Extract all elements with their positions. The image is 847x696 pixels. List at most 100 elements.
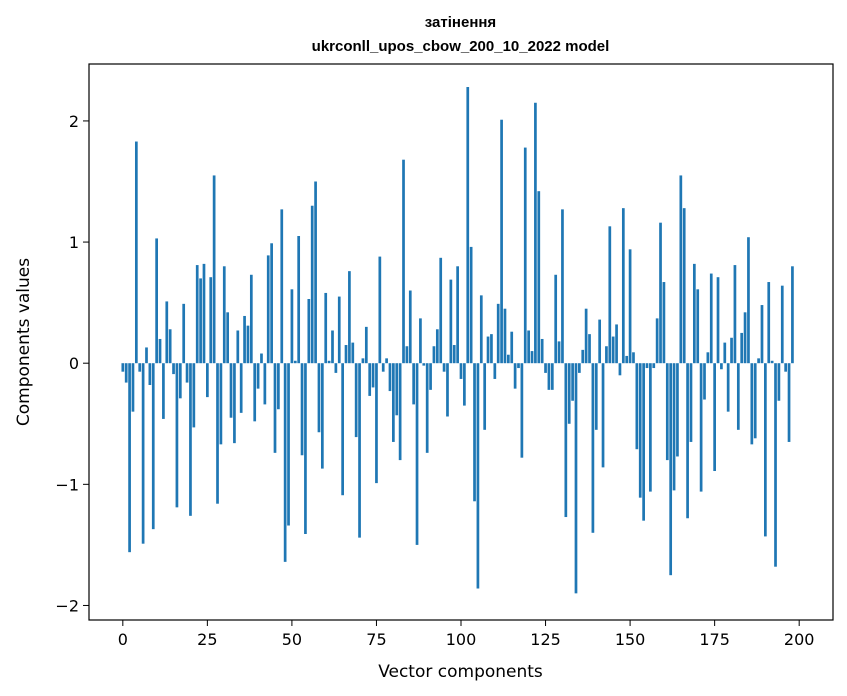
bar xyxy=(750,363,754,445)
bar xyxy=(446,363,449,417)
bar xyxy=(449,279,453,364)
bar xyxy=(151,363,155,530)
bar xyxy=(212,175,216,364)
bar xyxy=(692,263,696,364)
bar xyxy=(158,338,162,364)
bar xyxy=(327,360,331,364)
bar xyxy=(243,315,246,364)
bar xyxy=(757,358,760,364)
bar xyxy=(642,363,645,521)
bar xyxy=(249,274,253,364)
bar xyxy=(571,363,574,401)
bar xyxy=(483,363,487,430)
bar xyxy=(760,305,764,364)
bar xyxy=(141,363,145,544)
bar xyxy=(178,363,182,399)
bar xyxy=(293,360,297,364)
bar xyxy=(405,346,409,364)
bar xyxy=(452,345,456,364)
bar xyxy=(354,363,358,438)
bar xyxy=(466,87,470,364)
y-tick-label: 2 xyxy=(69,112,79,131)
bar xyxy=(209,277,213,364)
bar xyxy=(574,363,578,594)
bar xyxy=(148,363,152,385)
bar xyxy=(733,265,737,364)
bar xyxy=(398,363,402,461)
x-tick-label: 100 xyxy=(446,630,477,649)
bar xyxy=(310,205,314,364)
bar xyxy=(337,296,341,364)
y-axis-ticks: −2 −1 0 1 2 xyxy=(55,112,89,615)
bar xyxy=(567,363,571,424)
bar xyxy=(584,308,588,364)
bar xyxy=(341,363,344,496)
bar xyxy=(615,324,618,364)
bar xyxy=(324,292,328,364)
bar xyxy=(473,363,476,502)
y-tick-label: −2 xyxy=(55,596,79,615)
bar xyxy=(500,119,503,364)
bar xyxy=(388,363,392,392)
bar xyxy=(547,363,551,390)
bar xyxy=(266,255,270,364)
bar xyxy=(513,363,517,389)
bar xyxy=(307,299,311,364)
bar xyxy=(300,363,304,456)
bar xyxy=(246,325,250,364)
bar xyxy=(753,363,757,439)
x-axis-ticks: 0 25 50 75 100 125 150 175 200 xyxy=(118,620,815,649)
bar xyxy=(290,289,294,364)
bar xyxy=(124,363,128,383)
bar xyxy=(128,363,131,553)
bar xyxy=(520,363,524,458)
bar xyxy=(581,349,585,364)
bar xyxy=(206,363,209,398)
x-tick-label: 200 xyxy=(784,630,815,649)
bar xyxy=(419,318,422,364)
bar xyxy=(676,363,679,457)
bar xyxy=(456,266,459,364)
bar xyxy=(605,346,608,364)
bar xyxy=(662,282,666,364)
bar xyxy=(530,351,534,364)
bar xyxy=(226,312,230,364)
bar xyxy=(747,237,750,364)
bar xyxy=(253,363,257,422)
bar xyxy=(736,363,740,430)
bar xyxy=(378,256,382,364)
bar xyxy=(165,301,169,364)
bar xyxy=(730,337,733,364)
bar xyxy=(652,363,656,369)
bar xyxy=(709,273,713,364)
bar xyxy=(162,363,165,419)
bar xyxy=(331,330,334,364)
bar xyxy=(703,363,706,400)
bar xyxy=(554,274,558,364)
bar xyxy=(561,209,564,364)
bar xyxy=(175,363,179,508)
bar xyxy=(189,363,192,516)
bar xyxy=(192,363,196,428)
bar xyxy=(168,329,172,364)
bar xyxy=(371,363,375,388)
x-tick-label: 125 xyxy=(530,630,561,649)
bar xyxy=(594,363,598,430)
bar xyxy=(517,363,520,369)
bar xyxy=(564,363,568,518)
x-tick-label: 150 xyxy=(615,630,646,649)
bar xyxy=(608,226,612,364)
bar xyxy=(469,246,473,364)
bar xyxy=(726,363,730,412)
x-axis-label: Vector components xyxy=(378,662,543,682)
bar xyxy=(412,363,416,405)
bar xyxy=(145,347,148,364)
bar xyxy=(625,355,629,364)
bar xyxy=(233,363,236,444)
bar xyxy=(270,243,273,364)
bar xyxy=(364,326,368,364)
bar xyxy=(591,363,595,533)
bar xyxy=(229,363,233,418)
bar xyxy=(476,363,480,589)
bar xyxy=(527,330,530,364)
